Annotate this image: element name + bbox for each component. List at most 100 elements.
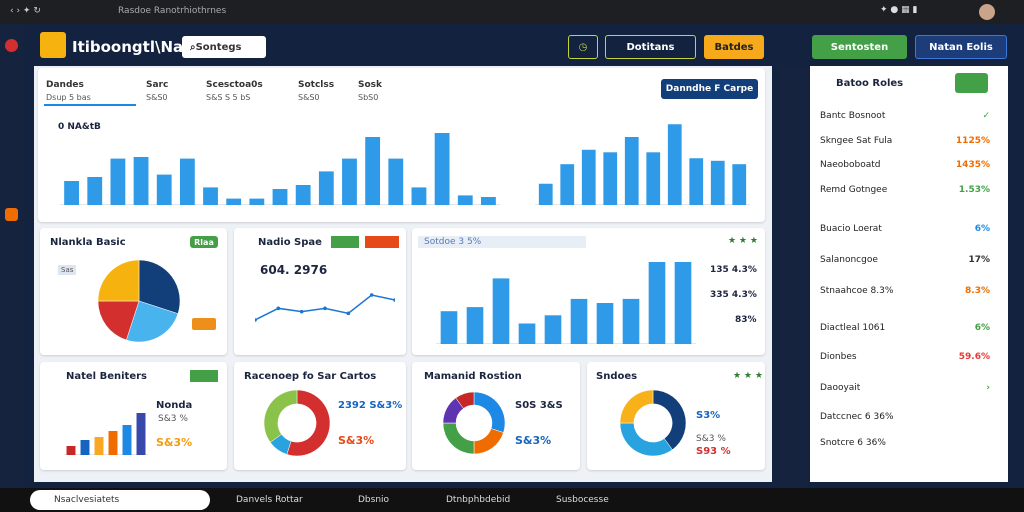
point <box>393 298 395 302</box>
card-title: Nlankla Basic <box>50 237 126 248</box>
bar <box>538 183 553 205</box>
bar <box>544 315 562 344</box>
item-value: › <box>986 383 990 393</box>
bar <box>318 171 334 205</box>
taskbar-search[interactable] <box>30 490 210 510</box>
donut-chart <box>443 392 505 454</box>
tab-label[interactable]: Sosk <box>358 80 383 90</box>
taskbar-item[interactable]: Nsaclvesiatets <box>54 495 120 505</box>
panel-item[interactable]: Skngee Sat Fula 1125% <box>812 131 1002 151</box>
bar <box>624 137 639 205</box>
bar <box>94 437 104 455</box>
label: S&3% <box>515 434 552 447</box>
tag <box>190 370 218 382</box>
bar <box>434 133 450 205</box>
slice <box>138 260 180 314</box>
bar <box>342 158 357 205</box>
bar <box>87 177 103 205</box>
tab-label[interactable]: Scesctoa0s <box>206 80 263 90</box>
bar <box>648 262 666 344</box>
panel-item[interactable]: Datccnec 6 36% <box>812 407 1002 427</box>
bar-chart <box>60 133 500 205</box>
rail-icon[interactable] <box>5 39 18 52</box>
panel-item[interactable]: Bantc Bosnoot ✓ <box>812 106 1002 126</box>
item-label: Naeoboboatd <box>820 160 881 170</box>
label: S&3% <box>156 436 193 449</box>
panel-item[interactable]: Buacio Loerat 6% <box>812 219 1002 239</box>
nav-icons[interactable]: ‹ › ✦ ↻ <box>10 6 41 16</box>
slice <box>620 390 654 424</box>
bar <box>272 189 288 205</box>
taskbar-item[interactable]: Danvels Rottar <box>236 495 303 505</box>
panel-item[interactable]: Diactleal 1061 6% <box>812 318 1002 338</box>
tab-label[interactable]: Sotclss <box>298 80 335 90</box>
blue-button[interactable]: Natan Eolis <box>915 35 1007 59</box>
line-chart <box>255 293 395 322</box>
bar <box>110 158 126 205</box>
panel-item[interactable]: Daooyait › <box>812 378 1002 398</box>
point <box>346 311 351 316</box>
right-panel <box>810 66 1008 482</box>
avatar[interactable] <box>979 4 995 20</box>
point <box>255 318 257 322</box>
taskbar-item[interactable]: Dbsnio <box>358 495 390 505</box>
dropdown[interactable]: Dotitans <box>605 35 696 59</box>
slice <box>473 392 505 433</box>
bar <box>411 187 427 205</box>
panel-item[interactable]: Naeoboboatd 1435% <box>812 155 1002 175</box>
bar <box>570 298 588 344</box>
item-label: Snotcre 6 36% <box>820 438 886 448</box>
search-text: Sontegs <box>195 41 242 53</box>
bar <box>249 198 265 205</box>
card-title: Natel Beniters <box>66 371 147 382</box>
panel-title: Batoo Roles <box>836 78 904 89</box>
item-label: Salanoncgoe <box>820 255 878 265</box>
bar <box>689 158 704 205</box>
item-value: 6% <box>974 323 990 333</box>
taskbar-item[interactable]: Susbocesse <box>556 495 609 505</box>
item-label: Datccnec 6 36% <box>820 412 894 422</box>
tab-title[interactable]: Rasdoe Ranotrhiothrnes <box>118 6 227 16</box>
bar <box>581 149 596 205</box>
label: S3% <box>696 410 721 421</box>
item-value: 8.3% <box>965 286 990 296</box>
bar <box>518 323 536 344</box>
slice <box>286 390 330 456</box>
panel-item[interactable]: Salanoncgoe 17% <box>812 250 1002 270</box>
taskbar-item[interactable]: Dtnbphbdebid <box>446 495 511 505</box>
tag[interactable]: Rlaa <box>190 236 218 248</box>
search[interactable]: ⌕ Sontegs <box>182 36 266 58</box>
item-label: Remd Gotngee <box>820 185 888 195</box>
bar <box>667 124 682 205</box>
tab-label[interactable]: Dandes <box>46 80 84 90</box>
browser-icons[interactable]: ✦ ● ▦ ▮ <box>880 5 918 15</box>
panel-item[interactable]: Snotcre 6 36% <box>812 433 1002 453</box>
rail-icon[interactable] <box>5 208 18 221</box>
tag <box>365 236 399 248</box>
item-value: ✓ <box>982 111 990 121</box>
pie-chart <box>98 260 180 342</box>
tag <box>331 236 359 248</box>
panel-item[interactable]: Remd Gotngee 1.53% <box>812 180 1002 200</box>
clock-button[interactable]: ◷ <box>568 35 598 59</box>
item-label: Stnaahcoe 8.3% <box>820 286 894 296</box>
bar <box>179 158 195 205</box>
chart-title: 0 NA&tB <box>58 122 101 132</box>
bar <box>560 164 575 205</box>
bar-chart <box>535 124 750 205</box>
bar <box>66 446 76 455</box>
stat: 135 4.3% <box>710 265 757 275</box>
filter[interactable]: Sotdoe 3 5% <box>418 236 586 248</box>
tab-label[interactable]: Sarc <box>146 80 169 90</box>
metric: 604. 2976 <box>260 263 328 277</box>
item-value: 1125% <box>955 136 990 146</box>
summary-button[interactable]: Danndhe F Carpe <box>661 79 758 99</box>
panel-item[interactable]: Dionbes 59.6% <box>812 347 1002 367</box>
item-value: 1435% <box>955 160 990 170</box>
item-label: Buacio Loerat <box>820 224 882 234</box>
green-button[interactable]: Sentosten <box>812 35 907 59</box>
panel-button[interactable] <box>955 73 988 93</box>
orange-button[interactable]: Batdes <box>704 35 764 59</box>
card <box>234 228 406 355</box>
panel-item[interactable]: Stnaahcoe 8.3% 8.3% <box>812 281 1002 301</box>
